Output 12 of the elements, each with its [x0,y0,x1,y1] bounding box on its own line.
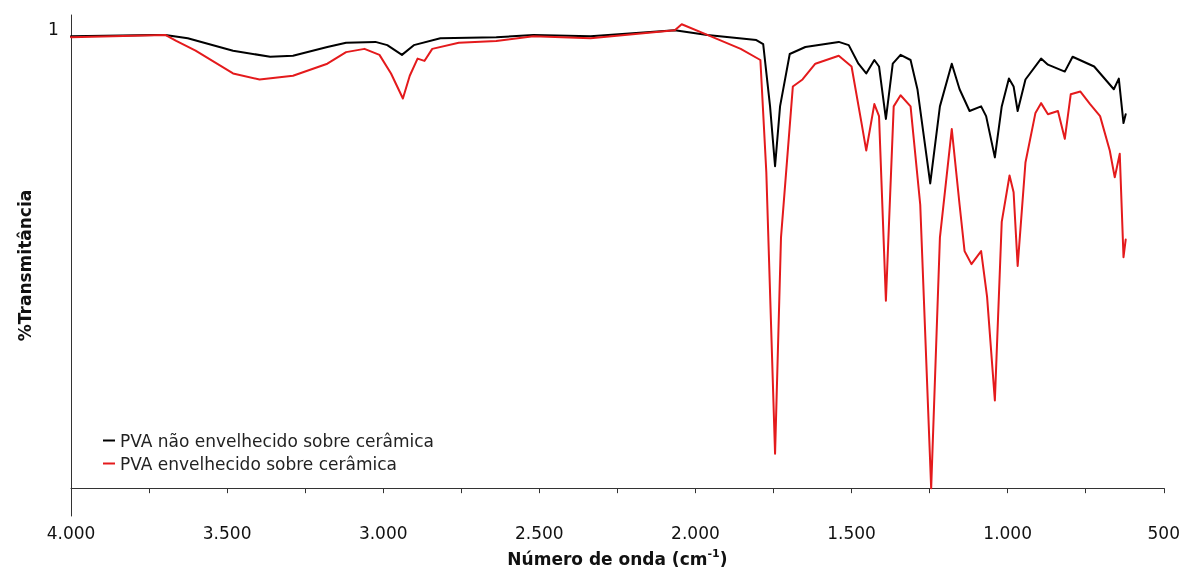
legend-label: PVA envelhecido sobre cerâmica [120,453,397,474]
x-tick-label: 1.500 [827,522,876,543]
text: 1 [48,18,59,39]
x-tick-label: 3.000 [358,522,408,543]
x-tick-label: 1.000 [983,522,1032,543]
x-tick-label: 500 [1147,522,1180,543]
legend-label: PVA não envelhecido sobre cerâmica [120,430,434,451]
x-tick-label: 2.500 [515,522,564,543]
x-tick-label: 4.000 [46,522,96,543]
y-axis-title: %Transmitância [14,189,35,342]
x-tick-label: 2.000 [671,522,720,543]
x-tick-label: 3.500 [202,522,252,543]
